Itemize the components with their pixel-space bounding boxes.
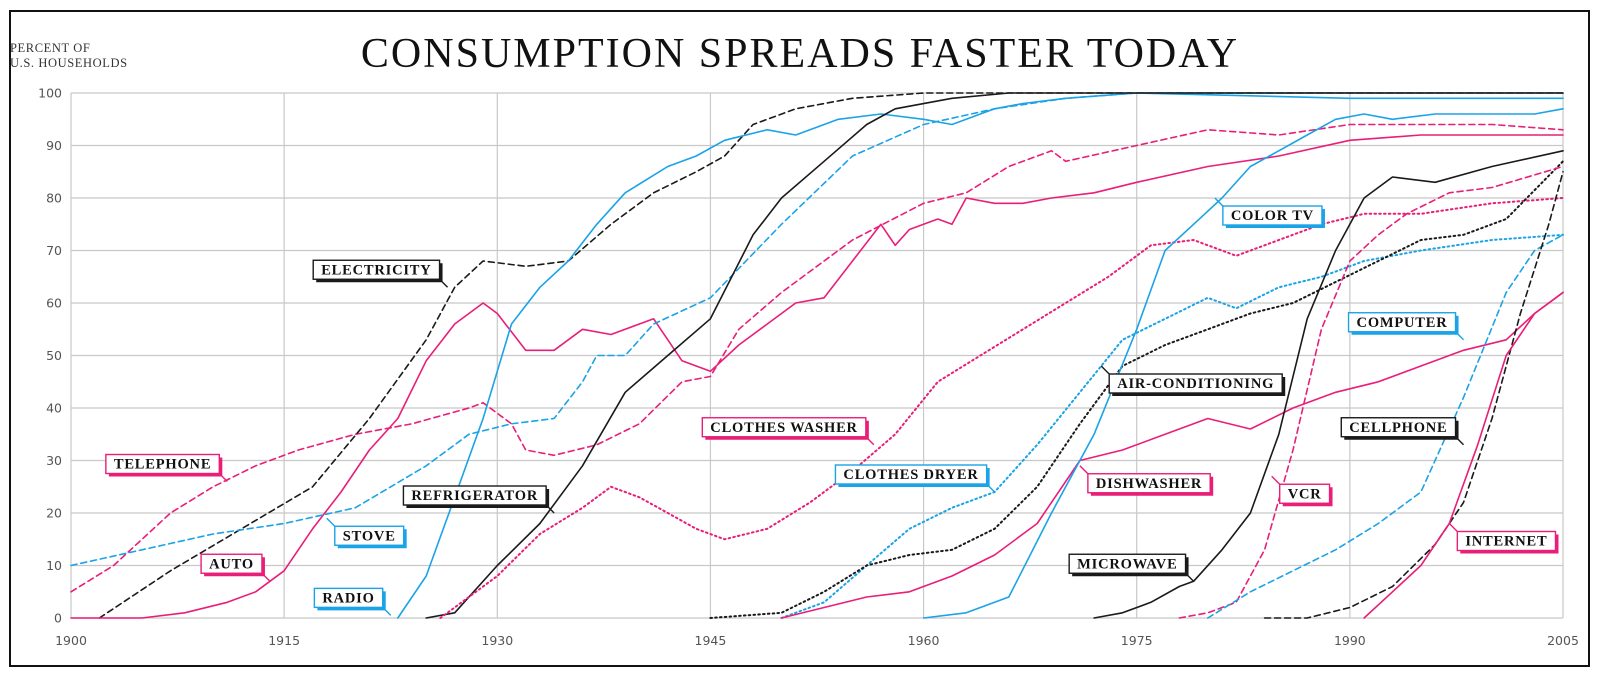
y-tick-label: 60	[46, 296, 62, 311]
axis-ticks: 0 10 20 30 40 50 60 70 80 90 100 1900 1915 1930 1945 19…	[38, 86, 1579, 649]
label-box	[1456, 530, 1557, 552]
x-tick-label: 1945	[695, 633, 727, 648]
y-tick-label: 50	[46, 348, 62, 363]
series-line-microwave	[1093, 150, 1564, 619]
series-label-text: COMPUTER	[1357, 315, 1448, 331]
x-tick-label: 1975	[1121, 633, 1153, 648]
x-tick-label: 1900	[55, 633, 87, 648]
y-tick-label: 100	[38, 86, 62, 101]
label-leader	[1079, 465, 1089, 475]
label-box	[312, 259, 441, 280]
label-box	[200, 553, 263, 574]
series-label-text: CLOTHES WASHER	[710, 420, 858, 436]
series-label-text: ELECTRICITY	[321, 262, 431, 278]
x-tick-label: 1960	[908, 633, 940, 648]
label-box	[402, 485, 547, 506]
label-box	[1108, 373, 1283, 394]
series-line-clothes-dryer	[780, 233, 1564, 619]
label-stove: STOVE	[326, 517, 407, 549]
series-label-text: STOVE	[343, 528, 396, 544]
y-tick-label: 30	[46, 453, 62, 468]
label-telephone: TELEPHONE	[105, 453, 228, 482]
y-tick-label: 20	[46, 506, 62, 521]
series-label-text: TELEPHONE	[114, 457, 211, 473]
label-electricity: ELECTRICITY	[312, 259, 449, 288]
series-label-text: RADIO	[322, 590, 374, 606]
series-line-stove	[70, 92, 1564, 567]
y-tick-label: 90	[46, 138, 62, 153]
x-tick-label: 2005	[1547, 633, 1579, 648]
label-box	[1068, 553, 1187, 574]
x-tick-label: 1930	[481, 633, 513, 648]
label-internet: INTERNET	[1448, 523, 1559, 554]
label-box	[1347, 312, 1457, 333]
chart-title: CONSUMPTION SPREADS FASTER TODAY	[360, 31, 1240, 77]
series-line-internet	[1363, 291, 1564, 619]
label-dishwasher: DISHWASHER	[1079, 465, 1214, 496]
series-label-text: INTERNET	[1465, 534, 1547, 550]
series-line-clothes-washer	[439, 197, 1564, 619]
label-clothes-dryer: CLOTHES DRYER	[834, 464, 996, 493]
label-box	[1279, 483, 1331, 504]
x-tick-label: 1915	[268, 633, 300, 648]
series-label-text: COLOR TV	[1231, 208, 1314, 224]
label-auto: AUTO	[200, 553, 271, 582]
label-box	[105, 453, 221, 475]
label-microwave: MICROWAVE	[1068, 553, 1195, 582]
series-label-text: AUTO	[209, 556, 254, 572]
y-tick-label: 40	[46, 401, 62, 416]
series-line-refrigerator	[425, 92, 1564, 619]
label-radio: RADIO	[313, 587, 392, 616]
x-tick-label: 1990	[1334, 633, 1366, 648]
series-line-air-conditioning	[709, 160, 1564, 619]
series-line-auto	[70, 134, 1564, 619]
series-label-text: CELLPHONE	[1349, 420, 1447, 436]
label-refrigerator: REFRIGERATOR	[402, 485, 555, 514]
chart-frame	[9, 10, 1590, 667]
label-box	[1087, 473, 1211, 494]
series-line-color-tv	[922, 108, 1564, 619]
label-computer: COMPUTER	[1347, 312, 1465, 341]
y-tick-label: 10	[46, 558, 62, 573]
label-box	[334, 525, 405, 546]
series-line-radio	[397, 92, 1564, 619]
y-tick-label: 80	[46, 191, 62, 206]
series-label-text: AIR-CONDITIONING	[1117, 376, 1274, 392]
grid	[70, 92, 1564, 619]
label-leader	[1100, 365, 1110, 375]
series-labels: TELEPHONE ELECTRICITY AUTO STOVE RADIO REFRIG…	[105, 197, 1559, 616]
y-tick-label: 0	[54, 611, 62, 626]
y-tick-label: 70	[46, 243, 62, 258]
label-box	[834, 464, 988, 485]
label-clothes-washer: CLOTHES WASHER	[701, 417, 875, 446]
label-vcr: VCR	[1271, 475, 1333, 507]
label-box	[313, 587, 384, 609]
label-color-tv: COLOR TV	[1214, 197, 1325, 228]
label-box	[1340, 417, 1457, 438]
label-air-conditioning: AIR-CONDITIONING	[1100, 365, 1286, 396]
label-box	[701, 417, 867, 438]
series-label-text: REFRIGERATOR	[411, 488, 538, 504]
label-leader	[1271, 475, 1281, 485]
series-line-vcr	[1178, 165, 1564, 619]
series-line-telephone	[70, 123, 1564, 593]
y-axis-label: PERCENT OF U.S. HOUSEHOLDS	[10, 41, 128, 70]
series-line-electricity	[98, 92, 1564, 619]
label-cellphone: CELLPHONE	[1340, 417, 1465, 446]
series-label-text: DISHWASHER	[1096, 476, 1202, 492]
series-line-dishwasher	[780, 291, 1564, 619]
label-box	[1222, 205, 1323, 226]
series-label-text: CLOTHES DRYER	[843, 467, 978, 483]
series-line-computer	[1207, 234, 1564, 619]
label-leader	[326, 517, 336, 527]
label-leader	[1448, 523, 1458, 532]
series-label-text: VCR	[1288, 486, 1322, 502]
series-lines	[70, 92, 1564, 619]
series-label-text: MICROWAVE	[1077, 556, 1177, 572]
label-leader	[1214, 197, 1224, 207]
